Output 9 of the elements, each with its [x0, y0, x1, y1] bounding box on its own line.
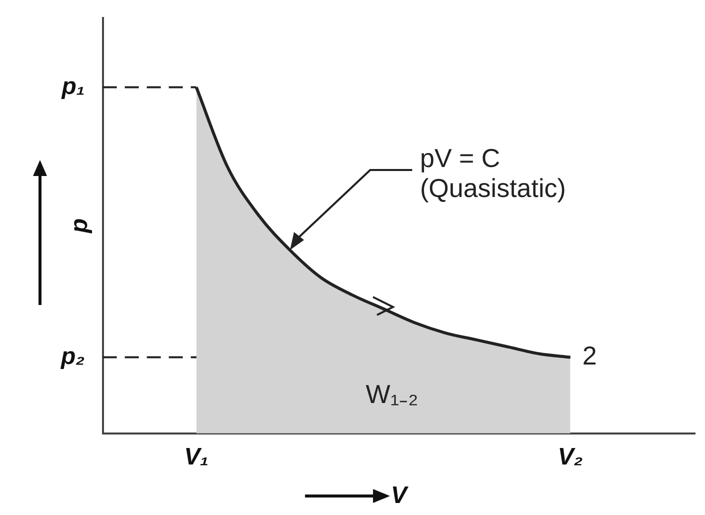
ref-line-label: p₂	[60, 342, 85, 370]
x-tick-label: V₁	[184, 443, 209, 470]
x-tick-label: V₂	[558, 443, 583, 470]
y-axis-title: p	[66, 218, 94, 234]
x-axis-title: V	[390, 482, 409, 510]
ref-line-label: p₁	[60, 72, 85, 100]
annotation: pV = C (Quasistatic)	[420, 143, 566, 204]
annotation: 2	[582, 340, 597, 370]
annotation: W₁₋₂	[366, 379, 418, 410]
